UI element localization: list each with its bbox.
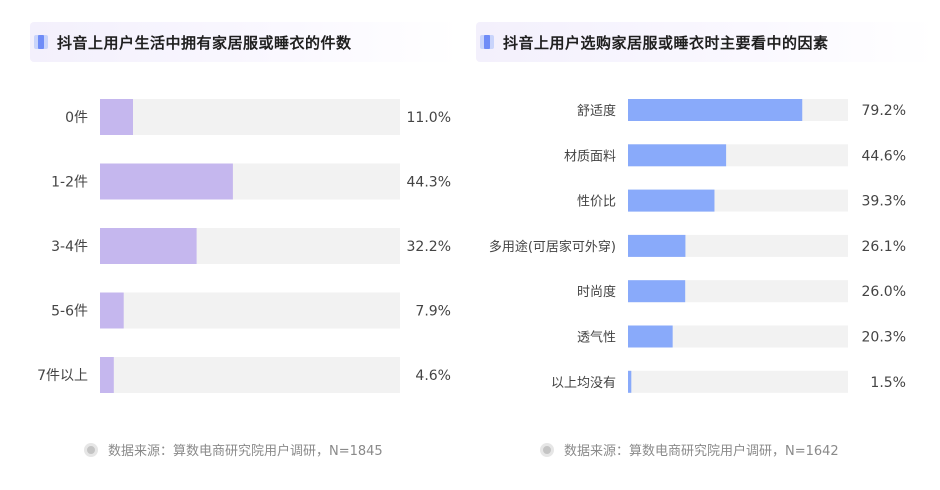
data-source-text: 数据来源：算数电商研究院用户调研，N=1845	[108, 444, 383, 459]
category-label: 7件以上	[37, 368, 88, 384]
bar-group: 舒适度 79.2%	[577, 99, 906, 121]
chart-title-bar: 抖音上用户生活中拥有家居服或睡衣的件数	[30, 22, 460, 62]
bar	[628, 234, 686, 257]
bar	[100, 99, 133, 135]
info-dot-icon	[540, 442, 554, 457]
value-label: 1.5%	[870, 375, 906, 391]
chart-title: 抖音上用户选购家居服或睡衣时主要看中的因素	[503, 33, 829, 52]
bookmark-icon	[480, 35, 494, 49]
chart-panel-owned-count: 抖音上用户生活中拥有家居服或睡衣的件数 0件 11.0% 1-2件 44.3% 3-4件…	[30, 22, 460, 459]
bar-group: 0件 11.0%	[65, 99, 451, 135]
category-label: 材质面料	[564, 149, 616, 164]
bar	[100, 228, 197, 264]
category-label: 性价比	[577, 195, 616, 210]
category-label: 时尚度	[577, 284, 616, 300]
bar-track	[100, 357, 400, 393]
bar-group: 时尚度 26.0%	[577, 280, 906, 303]
data-source-note: 数据来源：算数电商研究院用户调研，N=1845	[84, 440, 383, 459]
info-dot-icon	[84, 442, 98, 457]
category-label: 0件	[65, 110, 88, 126]
bar	[628, 370, 632, 393]
bar-chart-purchase-factors: 舒适度 79.2% 材质面料 44.6% 性价比 39.3% 多用途(可居家可外穿) 26.1…	[489, 99, 906, 393]
bar-group: 材质面料 44.6%	[564, 144, 906, 167]
bar	[628, 99, 803, 121]
bar-group: 以上均没有 1.5%	[551, 370, 906, 393]
chart-title: 抖音上用户生活中拥有家居服或睡衣的件数	[57, 33, 352, 52]
value-label: 26.0%	[862, 284, 906, 300]
bar	[628, 144, 727, 167]
bar-group: 5-6件 7.9%	[51, 292, 451, 329]
bar	[628, 325, 673, 348]
bar	[100, 292, 124, 329]
bar-track	[628, 325, 848, 348]
value-label: 26.1%	[862, 239, 906, 255]
bar-group: 性价比 39.3%	[577, 189, 906, 212]
bar-group: 7件以上 4.6%	[37, 357, 451, 393]
value-label: 44.3%	[407, 175, 451, 191]
bar-group: 1-2件 44.3%	[51, 163, 451, 200]
value-label: 44.6%	[862, 148, 906, 164]
bar-track	[628, 370, 848, 393]
bar-group: 透气性 20.3%	[577, 325, 906, 348]
category-label: 透气性	[577, 330, 616, 346]
category-label: 1-2件	[51, 175, 88, 191]
bar-track	[100, 292, 400, 329]
bar	[628, 280, 686, 303]
bar	[100, 357, 114, 393]
value-label: 39.3%	[862, 194, 906, 210]
chart-panel-purchase-factors: 抖音上用户选购家居服或睡衣时主要看中的因素 舒适度 79.2% 材质面料 44.6% 性…	[470, 0, 940, 490]
bar	[100, 163, 233, 200]
value-label: 32.2%	[407, 239, 451, 255]
value-label: 20.3%	[862, 330, 906, 346]
chart-title-bar: 抖音上用户选购家居服或睡衣时主要看中的因素	[476, 22, 936, 62]
value-label: 7.9%	[415, 304, 451, 320]
bar-track	[100, 99, 400, 135]
category-label: 舒适度	[577, 103, 616, 119]
category-label: 多用途(可居家可外穿)	[489, 239, 616, 255]
bar-chart-owned-count: 0件 11.0% 1-2件 44.3% 3-4件 32.2% 5-6件 7.9% 7件以上 4.6…	[37, 99, 451, 393]
value-label: 4.6%	[415, 368, 451, 384]
category-label: 3-4件	[51, 239, 88, 255]
bookmark-icon	[34, 35, 48, 49]
value-label: 79.2%	[862, 103, 906, 119]
bar-group: 多用途(可居家可外穿) 26.1%	[489, 234, 906, 257]
data-source-note: 数据来源：算数电商研究院用户调研，N=1642	[540, 440, 839, 459]
category-label: 以上均没有	[551, 376, 616, 391]
category-label: 5-6件	[51, 304, 88, 320]
bar	[628, 189, 715, 212]
bar-group: 3-4件 32.2%	[51, 228, 451, 264]
value-label: 11.0%	[407, 110, 451, 126]
data-source-text: 数据来源：算数电商研究院用户调研，N=1642	[564, 444, 839, 459]
